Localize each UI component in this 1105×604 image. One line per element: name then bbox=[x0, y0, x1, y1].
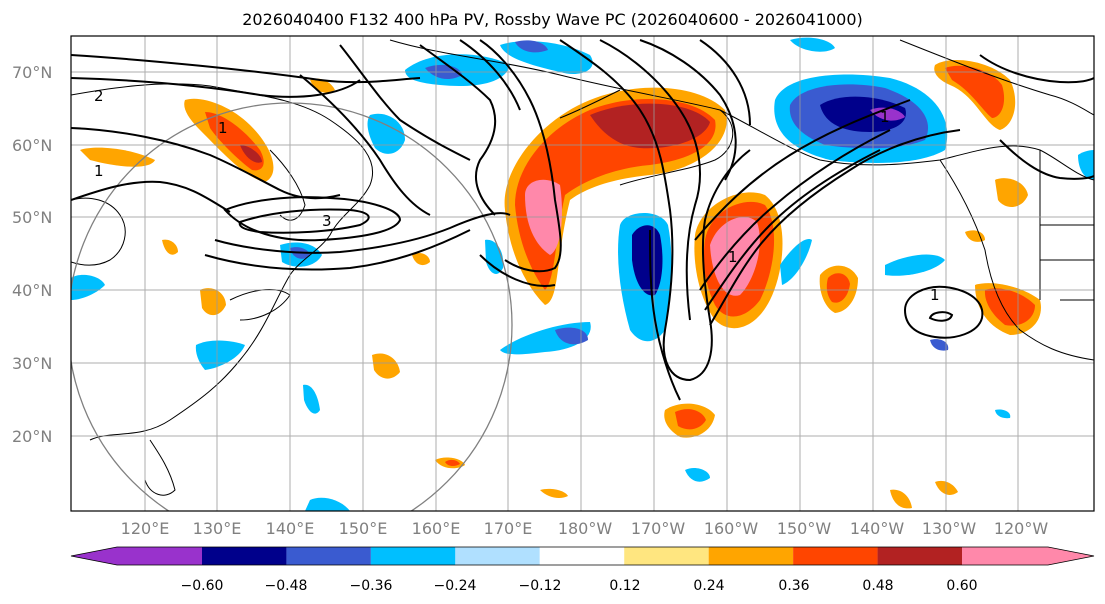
contour-label: 1 bbox=[880, 108, 890, 126]
colorbar-segment bbox=[286, 547, 371, 565]
lat-label: 30°N bbox=[12, 354, 52, 373]
colorbar-tick-label: 0.36 bbox=[778, 578, 809, 594]
colorbar-tick-label: 0.60 bbox=[946, 578, 977, 594]
colorbar-extend-high bbox=[1048, 547, 1094, 565]
lon-label: 150°E bbox=[339, 519, 388, 538]
colorbar-extend-low bbox=[71, 547, 117, 565]
rossby-contours bbox=[71, 39, 1094, 401]
lon-label: 140°E bbox=[266, 519, 315, 538]
colorbar-segment bbox=[708, 547, 794, 565]
range-circle bbox=[71, 102, 513, 511]
colorbar-segment bbox=[370, 547, 456, 565]
lat-label: 20°N bbox=[12, 427, 52, 446]
colorbar-segment bbox=[455, 547, 540, 565]
graticule bbox=[71, 36, 1094, 511]
lon-label: 150°W bbox=[777, 519, 832, 538]
lat-label: 40°N bbox=[12, 281, 52, 300]
lon-label: 130°E bbox=[193, 519, 242, 538]
lon-label: 140°W bbox=[850, 519, 905, 538]
colorbar-segment bbox=[624, 547, 709, 565]
lon-label: 130°W bbox=[922, 519, 977, 538]
colorbar-tick-label: −0.48 bbox=[265, 578, 308, 594]
lon-label: 120°E bbox=[121, 519, 170, 538]
colorbar-tick-label: −0.36 bbox=[350, 578, 393, 594]
colorbar-tick-label: 0.48 bbox=[862, 578, 893, 594]
lon-label: 170°W bbox=[631, 519, 686, 538]
colorbar: −0.60 −0.48 −0.36 −0.24 −0.12 0.12 0.24 … bbox=[70, 546, 1095, 594]
colorbar-tick-label: 0.12 bbox=[609, 578, 640, 594]
colorbar-tick-label: −0.60 bbox=[181, 578, 224, 594]
lat-label: 50°N bbox=[12, 208, 52, 227]
lat-label: 60°N bbox=[12, 136, 52, 155]
lon-label: 180°W bbox=[558, 519, 613, 538]
colorbar-tick-label: 0.24 bbox=[693, 578, 724, 594]
contour-labels: 2 1 3 1 1 1 1 bbox=[94, 87, 940, 304]
contour-label: 1 bbox=[930, 286, 940, 304]
latitude-labels: 70°N 60°N 50°N 40°N 30°N 20°N bbox=[12, 63, 52, 446]
plot-frame bbox=[70, 35, 1095, 512]
lon-label: 170°E bbox=[484, 519, 533, 538]
colorbar-tick-label: −0.12 bbox=[519, 578, 562, 594]
lon-label: 160°W bbox=[704, 519, 759, 538]
colorbar-segment bbox=[877, 547, 962, 565]
colorbar-segment bbox=[202, 547, 287, 565]
colorbar-segment bbox=[117, 547, 202, 565]
colorbar-tick-label: −0.24 bbox=[434, 578, 477, 594]
lon-label: 160°E bbox=[412, 519, 461, 538]
map-title: 2026040400 F132 400 hPa PV, Rossby Wave … bbox=[242, 10, 863, 29]
lat-label: 70°N bbox=[12, 63, 52, 82]
contour-label: 3 bbox=[322, 212, 332, 230]
longitude-labels: 120°E 130°E 140°E 150°E 160°E 170°E 180°… bbox=[121, 519, 1049, 538]
contour-label: 1 bbox=[94, 162, 104, 180]
lon-label: 120°W bbox=[994, 519, 1049, 538]
colorbar-segment bbox=[962, 547, 1048, 565]
contour-label: 2 bbox=[94, 87, 104, 105]
colorbar-segment bbox=[539, 547, 625, 565]
contour-label: 1 bbox=[728, 248, 738, 266]
contour-label: 1 bbox=[218, 119, 228, 137]
colorbar-segment bbox=[793, 547, 878, 565]
